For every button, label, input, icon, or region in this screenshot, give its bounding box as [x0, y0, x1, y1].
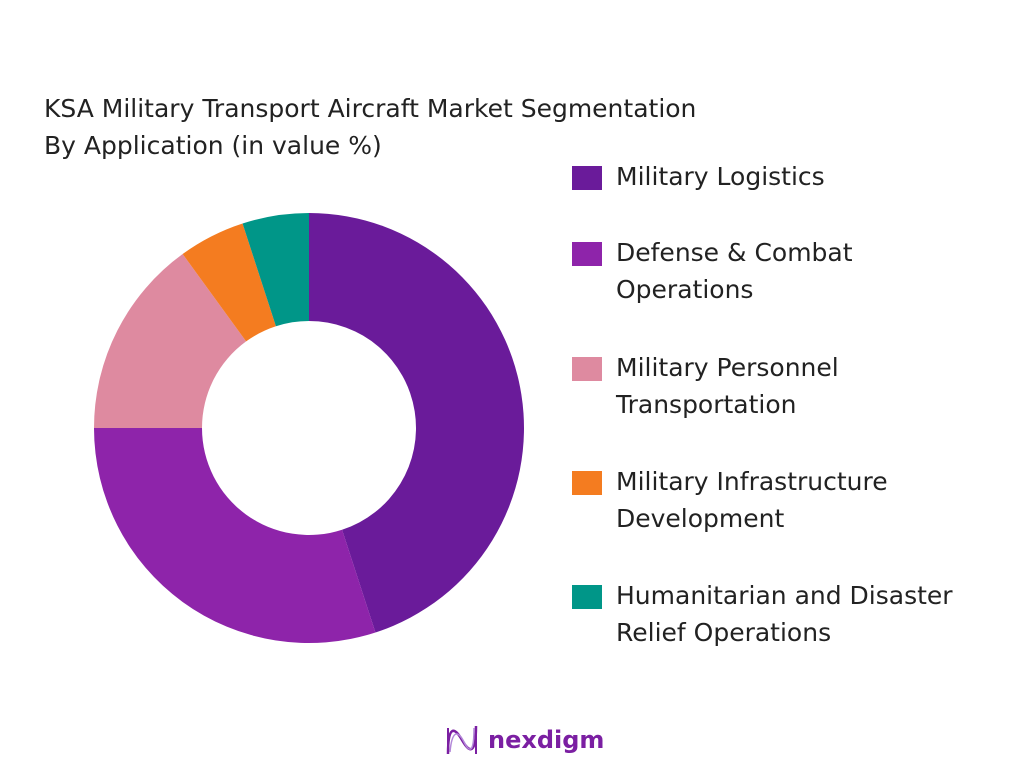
- legend-item: Defense & Combat Operations: [572, 234, 1012, 308]
- legend-label: Military Logistics: [616, 158, 1012, 195]
- legend-label: Military Infrastructure Development: [616, 463, 1012, 537]
- subtitle-line: By Application (in value %): [44, 131, 382, 160]
- legend-item: Military Infrastructure Development: [572, 463, 1012, 537]
- legend-item: Military Logistics: [572, 158, 1012, 195]
- nexdigm-wave-icon: [446, 725, 478, 755]
- nexdigm-logo: nexdigm: [444, 722, 604, 758]
- slice-humanitarian-and-disaster-relief-operations: [242, 213, 309, 327]
- title-line: KSA Military Transport Aircraft Market S…: [44, 94, 697, 123]
- brand-name: nexdigm: [488, 726, 605, 754]
- legend-label-line: Development: [616, 504, 785, 533]
- legend-label-line: Military Infrastructure: [616, 467, 888, 496]
- slice-defense-combat-operations: [94, 428, 376, 644]
- legend-label-line: Military Logistics: [616, 162, 825, 191]
- legend-label-line: Military Personnel: [616, 353, 839, 382]
- legend-label-line: Humanitarian and Disaster: [616, 581, 953, 610]
- legend-label-line: Operations: [616, 275, 754, 304]
- legend-item: Humanitarian and Disaster Relief Operatio…: [572, 577, 1012, 651]
- legend-swatch: [572, 242, 602, 266]
- legend-label: Military Personnel Transportation: [616, 349, 1012, 423]
- legend-label-line: Transportation: [616, 390, 797, 419]
- legend-label: Humanitarian and Disaster Relief Operatio…: [616, 577, 1012, 651]
- legend-item: Military Personnel Transportation: [572, 349, 1012, 423]
- legend-label-line: Defense & Combat: [616, 238, 853, 267]
- legend-swatch: [572, 585, 602, 609]
- legend-label: Defense & Combat Operations: [616, 234, 1012, 308]
- chart-title: KSA Military Transport Aircraft Market S…: [44, 90, 696, 164]
- legend-swatch: [572, 357, 602, 381]
- slice-military-infrastructure-development: [182, 223, 276, 342]
- legend-swatch: [572, 166, 602, 190]
- legend-label-line: Relief Operations: [616, 618, 832, 647]
- slice-military-personnel-transportation: [94, 254, 247, 428]
- slice-military-logistics: [309, 212, 525, 633]
- legend-swatch: [572, 471, 602, 495]
